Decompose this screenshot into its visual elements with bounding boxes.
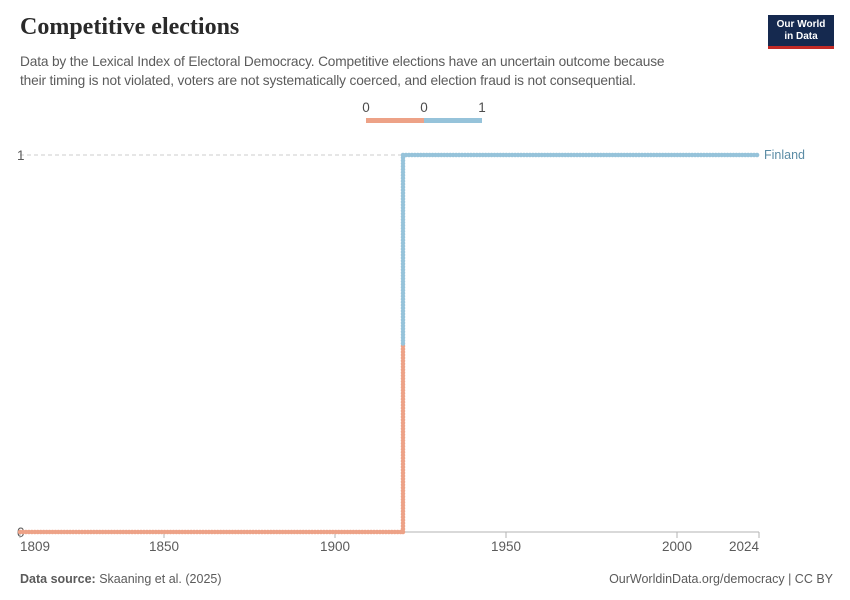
svg-text:1: 1 bbox=[478, 100, 486, 115]
svg-text:0: 0 bbox=[362, 100, 370, 115]
svg-text:1809: 1809 bbox=[20, 539, 50, 554]
svg-text:2024: 2024 bbox=[729, 539, 760, 554]
svg-text:Finland: Finland bbox=[764, 148, 805, 162]
svg-text:1850: 1850 bbox=[149, 539, 179, 554]
svg-text:1900: 1900 bbox=[320, 539, 350, 554]
svg-text:1950: 1950 bbox=[491, 539, 521, 554]
svg-text:2000: 2000 bbox=[662, 539, 692, 554]
svg-text:0: 0 bbox=[420, 100, 428, 115]
svg-text:1: 1 bbox=[17, 148, 25, 163]
